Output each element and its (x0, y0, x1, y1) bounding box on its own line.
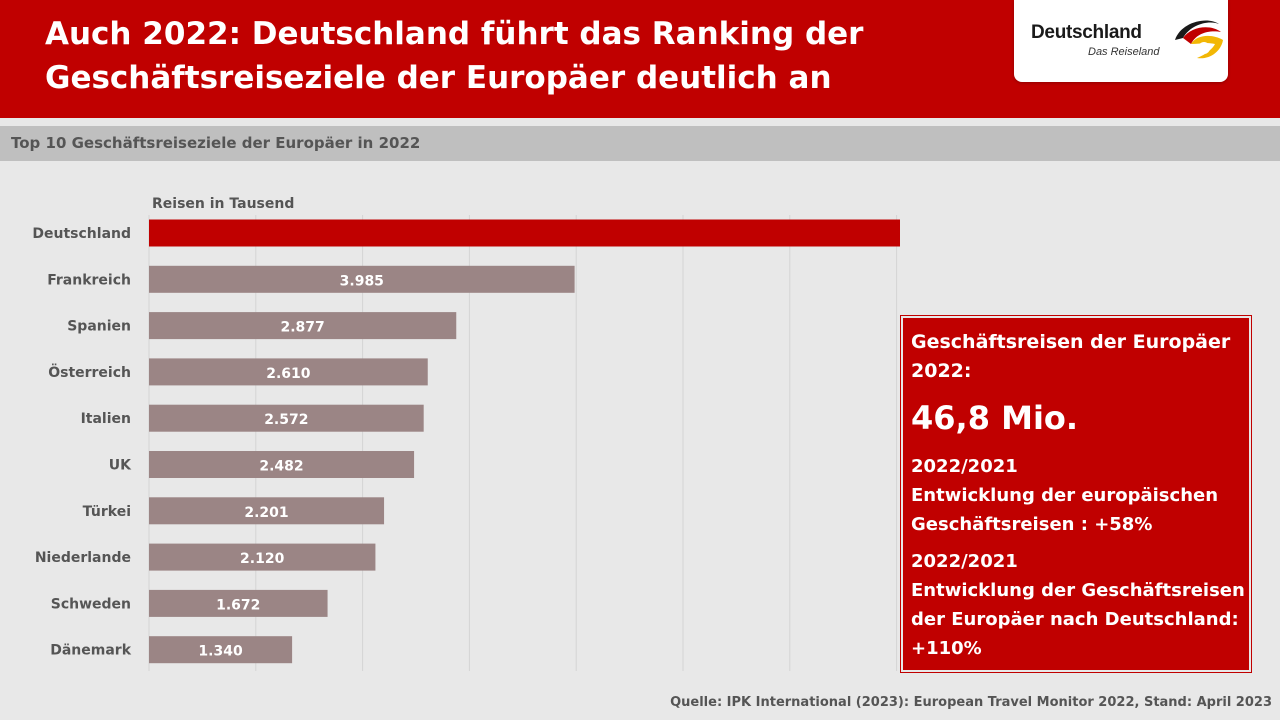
info-block2-line-3: der Europäer nach Deutschland: (911, 609, 1239, 630)
data-label: 2.482 (259, 459, 303, 475)
data-label: 2.610 (266, 366, 311, 382)
bar (149, 312, 457, 340)
bar (149, 265, 575, 293)
data-label: 2.877 (280, 320, 324, 336)
unit-label: Reisen in Tausend (152, 196, 294, 212)
bar-chart: Reisen in TausendDeutschland9.235Frankre… (32, 196, 900, 671)
category-label: Italien (81, 411, 131, 427)
info-heading-line-1: Geschäftsreisen der Europäer (911, 331, 1231, 353)
info-block1-line-2: Entwicklung der europäischen (911, 485, 1219, 506)
logo-tagline: Das Reiseland (1088, 46, 1160, 58)
category-label: Dänemark (50, 643, 131, 659)
info-block2-line-1: 2022/2021 (911, 551, 1018, 572)
bar (149, 404, 424, 432)
data-label: 3.985 (340, 273, 384, 289)
info-block1-line-3: Geschäftsreisen : +58% (911, 514, 1153, 535)
info-block-germany-growth: 2022/2021 Entwicklung der Geschäftsreise… (911, 547, 1249, 663)
info-total: 46,8 Mio. (911, 399, 1079, 437)
bar (149, 589, 328, 617)
info-heading: Geschäftsreisen der Europäer 2022: (911, 328, 1249, 386)
category-label: Frankreich (47, 272, 131, 288)
category-label: Österreich (48, 363, 131, 381)
category-label: Niederlande (35, 550, 131, 566)
category-label: Schweden (51, 596, 131, 612)
info-block2-line-2: Entwicklung der Geschäftsreisen (911, 580, 1245, 601)
source-note: Quelle: IPK International (2023): Europe… (670, 695, 1272, 710)
data-label: 1.340 (198, 644, 243, 660)
data-label: 2.120 (240, 551, 285, 567)
brand-logo: Deutschland Das Reiseland (1014, 0, 1228, 82)
data-label: 1.672 (216, 597, 260, 613)
info-block1-line-1: 2022/2021 (911, 456, 1018, 477)
bar (149, 497, 385, 525)
category-label: Spanien (67, 319, 131, 335)
data-label: 2.572 (264, 412, 308, 428)
data-label: 2.201 (244, 505, 288, 521)
category-label: UK (109, 458, 132, 474)
bar (149, 358, 428, 386)
info-block-european-growth: 2022/2021 Entwicklung der europäischen G… (911, 452, 1249, 539)
category-label: Deutschland (32, 226, 131, 242)
bar (149, 451, 415, 478)
logo-name: Deutschland (1031, 22, 1142, 43)
page-title: Auch 2022: Deutschland führt das Ranking… (45, 12, 975, 100)
chart-subtitle: Top 10 Geschäftsreiseziele der Europäer … (11, 134, 421, 152)
page-title-line-1: Auch 2022: Deutschland führt das Ranking… (45, 16, 864, 52)
category-label: Türkei (83, 504, 131, 520)
info-block2-line-4: +110% (911, 638, 982, 659)
page-title-line-2: Geschäftsreiseziele der Europäer deutlic… (45, 60, 832, 96)
logo-swoosh-icon (1175, 20, 1223, 59)
info-box: Geschäftsreisen der Europäer 2022: 46,8 … (901, 316, 1251, 672)
bar (149, 543, 376, 571)
bar (149, 219, 900, 247)
info-heading-line-2: 2022: (911, 360, 972, 382)
subtitle-bar: Top 10 Geschäftsreiseziele der Europäer … (0, 126, 1280, 161)
bar (149, 636, 293, 664)
